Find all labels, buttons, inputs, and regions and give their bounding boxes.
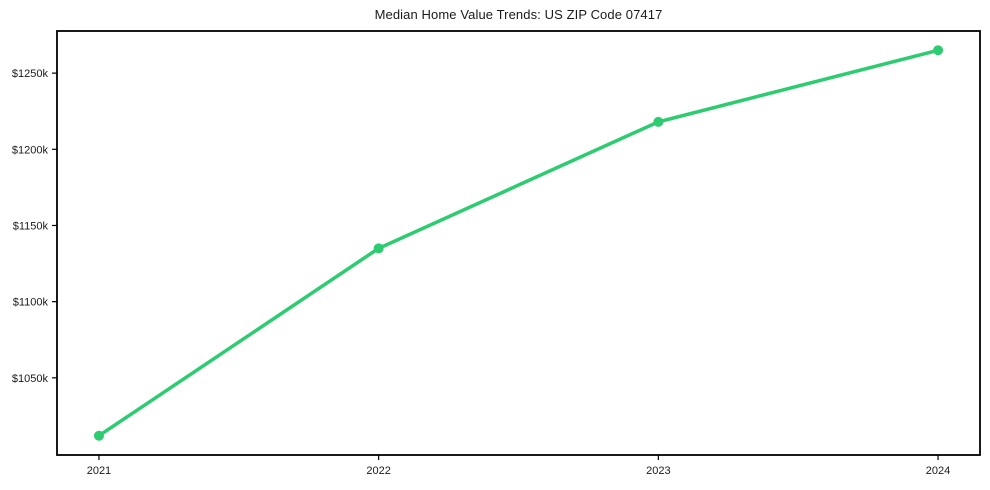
y-tick-label-1100: $1100k bbox=[13, 297, 49, 309]
y-tick-label-1200: $1200k bbox=[12, 144, 49, 156]
chart-title: Median Home Value Trends: US ZIP Code 07… bbox=[374, 7, 663, 22]
data-point-2021 bbox=[93, 430, 104, 441]
data-point-2022 bbox=[373, 243, 384, 254]
y-tick-label-1150: $1150k bbox=[13, 220, 49, 232]
y-tick-label-1250: $1250k bbox=[12, 68, 49, 80]
x-tick-label-2022: 2022 bbox=[366, 465, 390, 477]
x-tick-label-2023: 2023 bbox=[646, 465, 670, 477]
data-point-2023 bbox=[653, 116, 664, 127]
plot-border bbox=[56, 30, 981, 456]
x-tick-label-2024: 2024 bbox=[926, 465, 950, 477]
y-tick-label-1050: $1050k bbox=[12, 373, 49, 385]
series-line-median-home-value bbox=[97, 48, 940, 438]
x-tick-label-2021: 2021 bbox=[87, 465, 111, 477]
data-point-2024 bbox=[933, 45, 944, 56]
